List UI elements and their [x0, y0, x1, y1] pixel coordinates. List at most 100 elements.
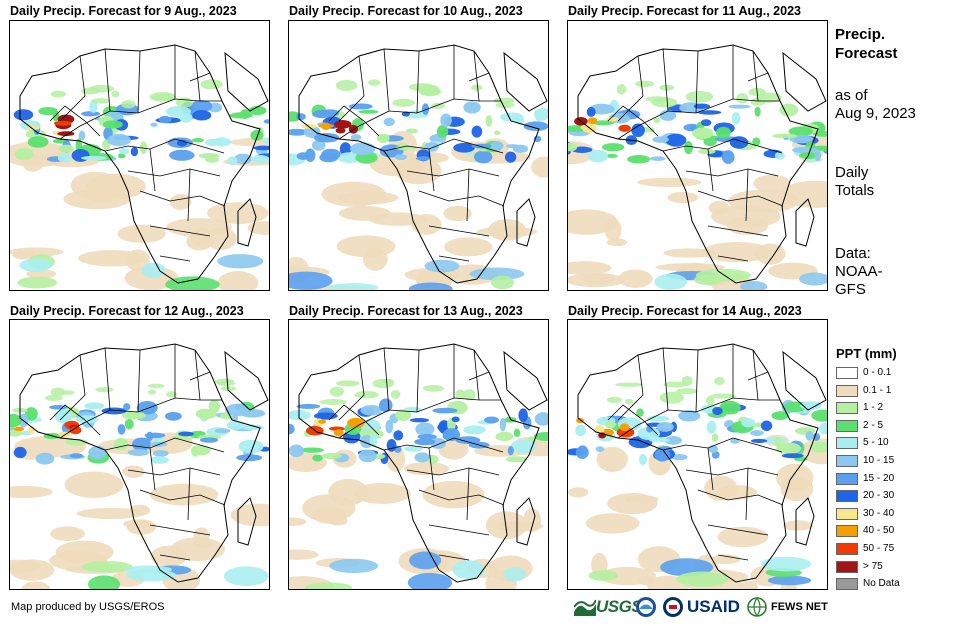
rain-belt-cell — [81, 111, 101, 117]
country-border — [747, 72, 769, 82]
rain-belt-cell — [289, 423, 295, 435]
rain-belt-cell — [35, 452, 55, 465]
north-precip-patch — [685, 90, 714, 103]
rain-belt-cell — [534, 412, 548, 426]
country-border — [189, 72, 211, 82]
rain-belt-cell — [586, 106, 596, 117]
rain-belt-cell — [204, 138, 222, 146]
country-border — [662, 48, 669, 112]
rain-belt-cell — [69, 453, 84, 459]
legend-label: No Data — [863, 578, 900, 590]
country-border — [468, 72, 490, 82]
rain-belt-cell — [240, 424, 264, 431]
panel-title-6: Daily Precip. Forecast for 14 Aug., 2023 — [568, 304, 802, 318]
ocean-precip-band — [327, 283, 379, 290]
rain-belt-cell — [295, 113, 306, 121]
rain-belt-cell — [646, 425, 653, 433]
country-border — [383, 48, 390, 112]
light-precip-area — [205, 227, 237, 250]
legend-label: 2 - 5 — [863, 419, 884, 431]
north-precip-patch — [493, 97, 515, 104]
rain-belt-cell — [592, 120, 615, 126]
country-border — [189, 371, 211, 381]
arabia-coastline — [224, 350, 269, 411]
north-precip-patch — [95, 387, 114, 393]
rain-belt-cell — [627, 155, 651, 164]
country-border — [149, 148, 156, 192]
rain-belt-cell — [192, 110, 212, 121]
heavy-rain-core — [347, 417, 365, 428]
rain-belt-cell — [263, 119, 269, 124]
rain-belt-cell — [164, 411, 182, 421]
rain-belt-cell — [453, 142, 475, 153]
legend-swatch — [836, 437, 858, 450]
rain-belt-cell — [13, 446, 27, 459]
country-border — [617, 55, 644, 122]
rain-belt-cell — [721, 150, 735, 164]
legend-swatch — [836, 384, 858, 397]
rain-belt-cell — [485, 115, 493, 127]
rain-belt-cell — [637, 426, 660, 441]
light-precip-area — [655, 263, 725, 272]
rain-belt-cell — [122, 411, 143, 420]
light-precip-area — [717, 526, 769, 548]
north-precip-patch — [147, 389, 157, 395]
north-precip-patch — [714, 377, 725, 386]
rain-belt-cell — [646, 415, 670, 422]
madagascar-outline — [237, 198, 257, 247]
light-precip-area — [531, 156, 548, 178]
rain-belt-cell — [13, 109, 34, 121]
north-precip-patch — [663, 381, 687, 388]
country-border — [194, 349, 222, 401]
africa-coastline — [298, 343, 540, 583]
country-border — [59, 354, 86, 421]
data-source-label: Data: — [835, 245, 871, 262]
north-precip-patch — [471, 84, 483, 91]
rain-belt-cell — [711, 433, 719, 442]
rain-belt-cell — [321, 452, 342, 460]
light-precip-area — [568, 209, 618, 235]
rain-belt-cell — [664, 436, 683, 445]
rain-belt-cell — [253, 145, 269, 151]
light-precip-area — [85, 183, 120, 203]
usaid-logo-text: USAID — [687, 597, 740, 616]
rain-belt-cell — [250, 155, 269, 164]
rain-belt-cell — [809, 441, 827, 453]
country-border — [695, 349, 699, 413]
legend-label: 0.1 - 1 — [863, 384, 892, 396]
ocean-precip-band — [409, 551, 442, 570]
africa-map — [289, 44, 548, 290]
rain-belt-cell — [214, 428, 231, 434]
rain-belt-cell — [588, 149, 608, 163]
rain-belt-cell — [311, 139, 326, 151]
rain-belt-cell — [150, 456, 169, 464]
madagascar-outline — [795, 198, 815, 247]
rain-belt-cell — [605, 421, 617, 429]
rain-belt-cell — [533, 432, 548, 441]
country-border — [406, 467, 500, 476]
light-precip-area — [710, 554, 741, 565]
rain-belt-cell — [779, 103, 799, 117]
north-precip-patch — [756, 92, 782, 103]
rain-belt-cell — [38, 106, 58, 116]
rain-belt-cell — [752, 137, 761, 147]
rain-belt-cell — [24, 407, 38, 421]
rain-belt-cell — [296, 152, 310, 160]
ocean-precip-band — [217, 254, 264, 269]
rain-belt-cell — [350, 134, 362, 141]
light-precip-area — [775, 463, 814, 492]
country-border — [695, 50, 699, 114]
light-precip-area — [618, 269, 653, 288]
rain-belt-cell — [811, 409, 827, 422]
rain-belt-cell — [436, 124, 449, 139]
rain-belt-cell — [102, 120, 123, 129]
light-precip-area — [247, 221, 269, 235]
rain-belt-cell — [394, 154, 408, 161]
rain-belt-cell — [771, 411, 789, 421]
legend-swatch — [836, 560, 858, 573]
light-precip-area — [117, 224, 166, 243]
panel-title-2: Daily Precip. Forecast for 10 Aug., 2023 — [289, 4, 523, 18]
rain-belt-cell — [432, 407, 458, 414]
rain-belt-cell — [395, 409, 412, 422]
north-precip-patch — [335, 380, 360, 387]
